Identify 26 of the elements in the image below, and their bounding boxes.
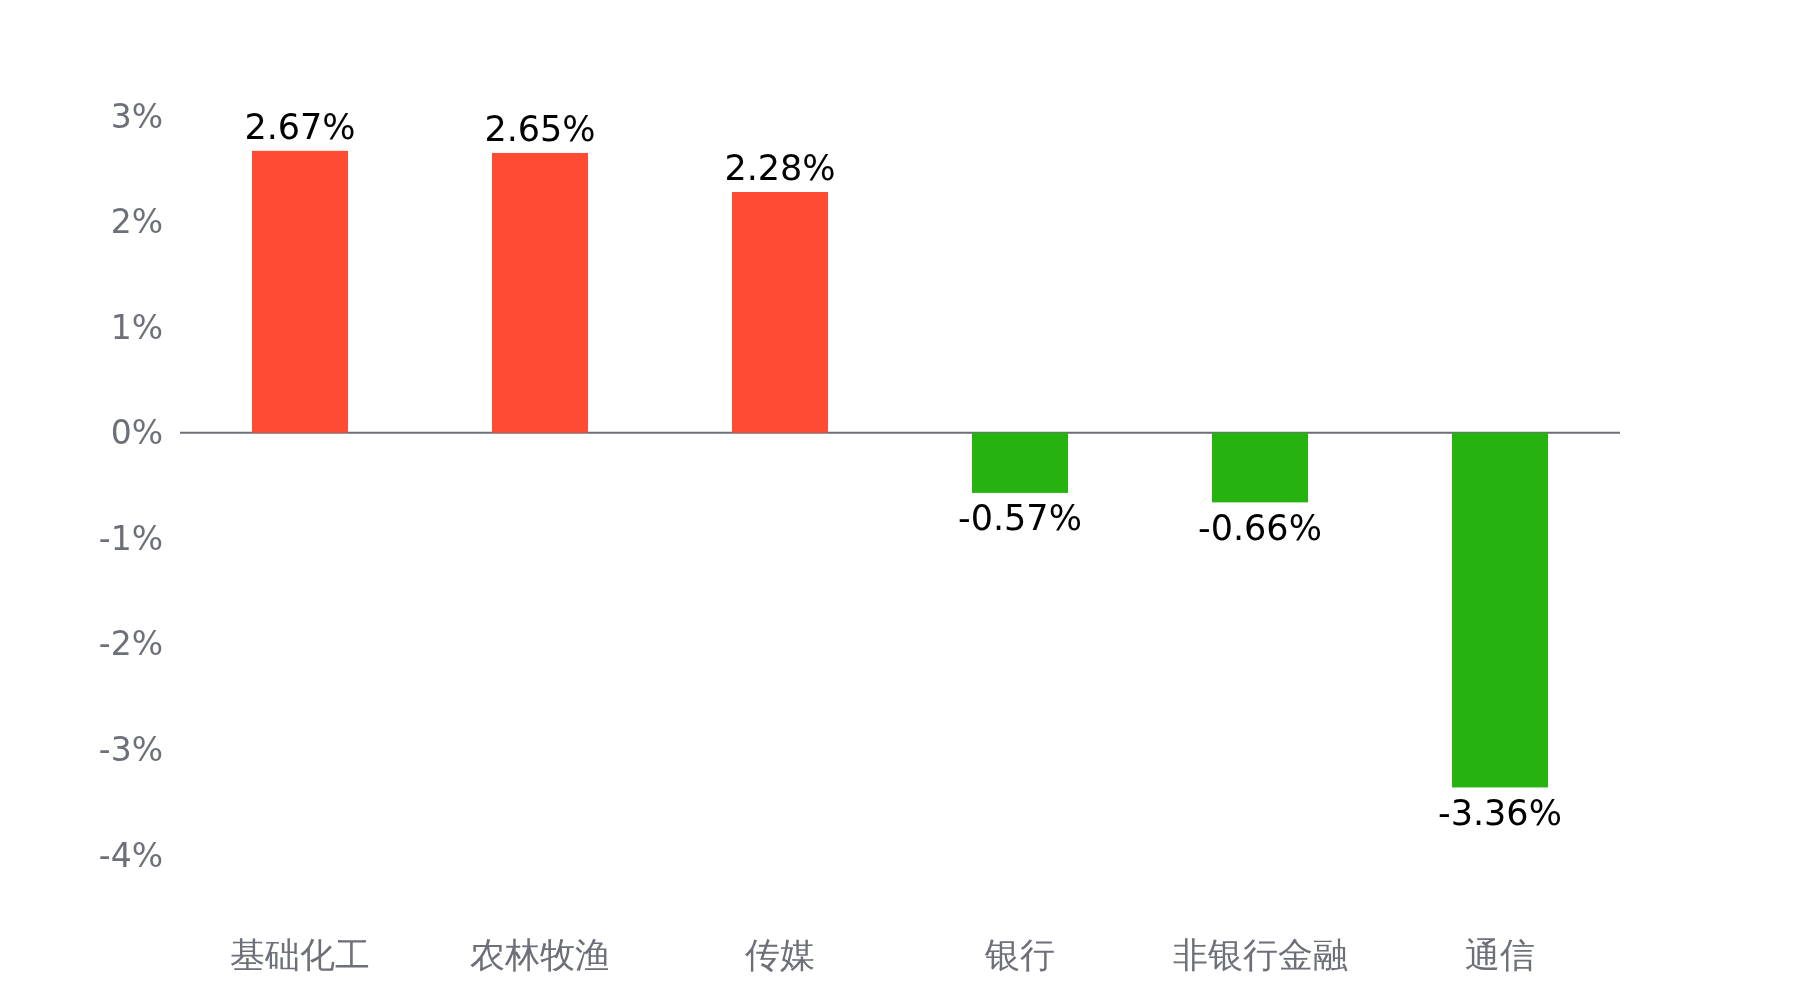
data-label: -0.57%	[958, 498, 1082, 539]
data-label: 2.28%	[724, 148, 836, 189]
data-label: 2.65%	[484, 108, 596, 149]
y-tick-label: -3%	[98, 729, 163, 769]
bar	[732, 192, 828, 433]
x-tick-label: 传媒	[745, 935, 815, 975]
data-label: -0.66%	[1198, 507, 1322, 548]
data-label: 2.67%	[244, 106, 356, 147]
bar	[492, 152, 588, 433]
y-tick-label: -2%	[98, 624, 163, 664]
x-tick-label: 非银行金融	[1172, 935, 1348, 975]
y-tick-label: 3%	[110, 96, 163, 136]
bar	[1452, 432, 1548, 788]
y-tick-label: 1%	[110, 307, 163, 347]
y-tick-label: 2%	[110, 202, 163, 242]
y-tick-label: -4%	[98, 835, 163, 875]
x-tick-label: 基础化工	[230, 935, 370, 975]
x-tick-label: 农林牧渔	[470, 935, 610, 975]
bar	[1212, 432, 1308, 503]
bar	[972, 432, 1068, 493]
x-tick-label: 银行	[984, 935, 1055, 975]
bar	[252, 150, 348, 433]
y-tick-label: -1%	[98, 518, 163, 558]
data-label: -3.36%	[1438, 793, 1562, 834]
x-tick-label: 通信	[1465, 935, 1535, 975]
y-tick-label: 0%	[110, 413, 163, 453]
